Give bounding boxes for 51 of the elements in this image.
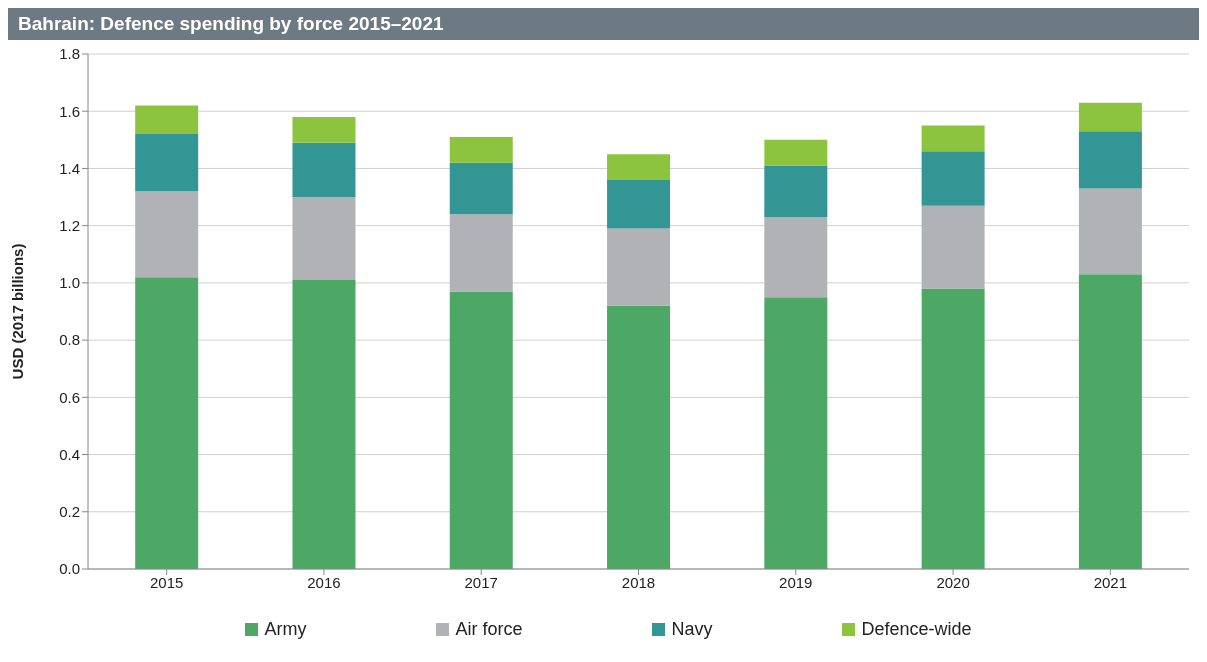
bar	[921, 205, 985, 289]
bar	[921, 125, 985, 152]
bar	[135, 191, 199, 278]
bar	[135, 277, 199, 569]
bar	[449, 162, 513, 215]
bar	[449, 291, 513, 569]
y-tick-label: 1.8	[59, 45, 80, 63]
legend-label: Defence-wide	[860, 619, 972, 640]
bar	[292, 197, 356, 281]
bar	[607, 305, 671, 569]
legend-label: Army	[263, 619, 307, 640]
y-tick-label: 0.0	[59, 560, 80, 578]
y-tick-label: 1.4	[59, 159, 80, 177]
bar	[1078, 274, 1142, 569]
bar	[135, 105, 199, 135]
chart-title: Bahrain: Defence spending by force 2015–2021	[8, 8, 1199, 40]
legend-label: Navy	[670, 619, 713, 640]
bar	[292, 280, 356, 569]
bar	[921, 288, 985, 569]
legend-label: Air force	[454, 619, 523, 640]
y-tick-label: 0.2	[59, 503, 80, 521]
x-tick-label: 2019	[779, 573, 813, 591]
bar	[764, 165, 828, 218]
y-axis-title: USD (2017 billions)	[9, 243, 27, 380]
bar	[1078, 188, 1142, 275]
bar	[449, 214, 513, 292]
x-tick-label: 2016	[307, 573, 341, 591]
bar	[449, 136, 513, 163]
bar	[607, 228, 671, 306]
y-tick-label: 1.0	[59, 274, 80, 292]
y-tick-label: 0.4	[59, 445, 80, 463]
bar	[607, 179, 671, 229]
bar	[1078, 131, 1142, 189]
y-tick-label: 0.8	[59, 331, 80, 349]
bar	[764, 297, 828, 569]
x-tick-label: 2021	[1093, 573, 1128, 591]
bar	[1078, 102, 1142, 132]
x-tick-label: 2015	[149, 573, 184, 591]
bar	[764, 139, 828, 166]
bar	[292, 142, 356, 198]
bar	[607, 154, 671, 180]
bar	[292, 116, 356, 143]
x-tick-label: 2017	[464, 573, 498, 591]
x-tick-label: 2018	[621, 573, 656, 591]
y-tick-label: 1.6	[59, 102, 80, 120]
bar	[764, 217, 828, 298]
bar	[135, 134, 199, 192]
x-tick-label: 2020	[936, 573, 970, 591]
y-tick-label: 1.2	[59, 216, 80, 234]
y-tick-label: 0.6	[59, 388, 80, 406]
bar	[921, 151, 985, 206]
